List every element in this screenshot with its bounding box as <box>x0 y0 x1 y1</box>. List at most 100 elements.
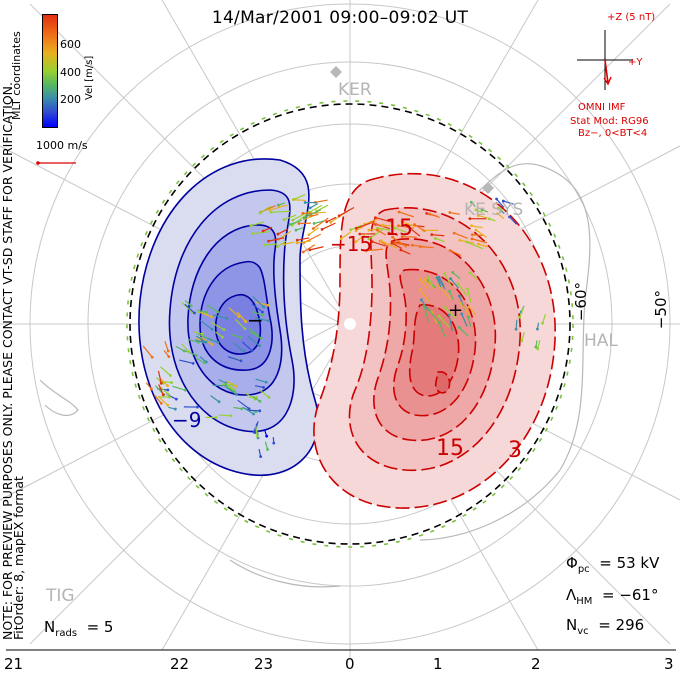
velocity-vector <box>356 222 372 229</box>
velocity-vector <box>503 200 514 205</box>
velocity-vector <box>309 203 319 209</box>
vector-origin-dot <box>381 223 385 227</box>
vector-origin-dot <box>480 208 484 212</box>
colorbar-title: Vel [m/s] <box>84 55 95 100</box>
vector-origin-dot <box>460 312 464 316</box>
vector-origin-dot <box>231 383 234 387</box>
vector-origin-dot <box>311 227 315 230</box>
vector-origin-dot <box>258 344 261 348</box>
vector-origin-dot <box>258 211 262 215</box>
velocity-vector <box>251 310 264 316</box>
vector-origin-dot <box>339 237 343 241</box>
equals-sign: = <box>597 586 620 604</box>
velocity-vector <box>372 241 386 247</box>
velocity-vector <box>269 206 280 211</box>
velocity-vector <box>466 241 483 250</box>
velocity-vector <box>142 345 153 358</box>
velocity-vector <box>254 421 259 433</box>
imf-y-label: +Y <box>628 57 643 68</box>
mlt-tick: 2 <box>531 655 541 673</box>
vector-origin-dot <box>354 226 358 230</box>
velocity-vector <box>509 216 517 225</box>
velocity-vector <box>233 342 245 352</box>
nrads-symbol: Nrads <box>44 618 78 639</box>
vector-origin-dot <box>249 224 253 228</box>
vector-origin-dot <box>167 355 171 359</box>
phi-value: 53 kV <box>616 554 660 572</box>
velocity-vector <box>355 233 367 243</box>
nvc-value: 296 <box>615 616 645 634</box>
station-label: KE SYS <box>464 200 524 220</box>
vector-origin-dot <box>325 220 329 224</box>
mlt-tick: 1 <box>433 655 443 673</box>
vector-origin-dot <box>474 208 478 212</box>
station-label: HAL <box>584 331 618 351</box>
velocity-vector <box>448 291 454 300</box>
vector-origin-dot <box>276 203 280 207</box>
vector-origin-dot <box>182 349 186 353</box>
vector-origin-dot <box>308 206 312 210</box>
velocity-vector <box>394 227 407 233</box>
velocity-vector <box>181 301 193 313</box>
velocity-vector <box>450 278 459 289</box>
vector-origin-dot <box>166 403 170 407</box>
velocity-vector <box>215 331 223 338</box>
vector-origin-dot <box>308 248 312 252</box>
velocity-vector <box>309 246 324 251</box>
imf-vector <box>604 59 609 84</box>
velocity-vector <box>237 399 250 410</box>
velocity-vector <box>448 315 453 331</box>
vector-origin-dot <box>400 235 404 239</box>
vector-origin-dot <box>447 313 451 317</box>
vector-origin-dot <box>370 240 374 244</box>
radar-count: Nrads = 5 <box>44 618 113 639</box>
velocity-vector <box>251 303 263 313</box>
velocity-vector <box>398 211 415 218</box>
vector-origin-dot <box>259 455 263 459</box>
vector-origin-dot <box>430 233 434 237</box>
velocity-vector <box>338 207 355 217</box>
vector-origin-dot <box>301 211 305 215</box>
vector-origin-dot <box>501 199 505 203</box>
vector-origin-dot <box>166 388 170 392</box>
velocity-vector <box>249 409 260 412</box>
velocity-vector <box>255 301 269 306</box>
vector-origin-dot <box>243 320 247 323</box>
velocity-vector <box>468 306 477 316</box>
vector-origin-dot <box>487 217 491 221</box>
vector-origin-dot <box>255 333 259 337</box>
velocity-vector <box>423 305 430 322</box>
velocity-vector <box>377 229 386 236</box>
velocity-vector <box>458 327 469 337</box>
velocity-vector <box>254 424 258 437</box>
colorbar-tick: 600 <box>60 38 81 51</box>
cross-polar-potential: Φpc = 53 kV <box>566 554 659 575</box>
vector-origin-dot <box>252 412 255 416</box>
vector-origin-dot <box>387 231 391 235</box>
vector-origin-dot <box>169 374 172 377</box>
mlt-tick: 21 <box>4 655 24 673</box>
velocity-vector <box>366 248 383 252</box>
velocity-vector <box>436 277 442 288</box>
velocity-vector <box>466 288 472 303</box>
vector-origin-dot <box>201 340 205 344</box>
vector-origin-dot <box>337 214 341 218</box>
vector-origin-dot <box>265 434 269 438</box>
vector-origin-dot <box>237 315 241 319</box>
vector-origin-dot <box>397 224 400 228</box>
velocity-vector <box>250 221 265 227</box>
vector-origin-dot <box>210 343 214 346</box>
vector-origin-dot <box>379 239 383 243</box>
velocity-vector <box>247 335 260 347</box>
vector-origin-dot <box>268 208 272 212</box>
velocity-vector <box>424 279 437 290</box>
vector-origin-dot <box>166 349 170 353</box>
vector-origin-dot <box>422 304 426 308</box>
vector-origin-dot <box>534 345 538 349</box>
vector-origin-dot <box>267 395 271 399</box>
vector-origin-dot <box>364 249 368 253</box>
velocity-vector <box>264 243 278 246</box>
equals-sign: = <box>593 616 616 634</box>
imf-condition: Bz−, 0<BT<4 <box>578 128 648 139</box>
vector-origin-dot <box>276 245 279 248</box>
